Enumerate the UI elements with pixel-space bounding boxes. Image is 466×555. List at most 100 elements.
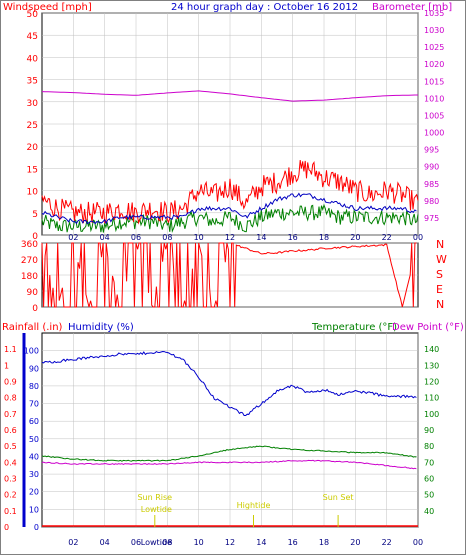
rainfall-tick-label: 0.3 [4,475,17,484]
windspeed-tick-label: 50 [27,10,39,20]
series-line-direction [41,242,417,308]
wind-x-tick-label: 16 [288,233,298,242]
temperature-tick-label: 50 [424,491,434,500]
series-line-low-wind [41,203,419,233]
wind-x-tick-label: 14 [256,233,266,242]
dewpoint-label: Dew Point (°F) [392,322,464,333]
windspeed-label: Windspeed [mph] [3,2,92,13]
temperature-tick-label: 60 [424,475,434,484]
rainfall-axis: 0 0.1 0.2 0.3 0.4 0.5 0.6 0.7 0.8 0.9 1 1.1 [4,333,26,532]
humidity-x-tick-label: 18 [319,538,329,547]
temperature-tick-label: 120 [424,378,439,387]
temperature-tick-label: 40 [424,507,434,516]
windspeed-tick-label: 20 [27,143,39,153]
barometer-tick-label: 1015 [424,77,444,86]
humidity-x-tick-label: 14 [256,538,266,547]
barometer-tick-label: 1010 [424,94,444,103]
humidity-tick-label: 40 [29,452,39,461]
windspeed-tick-label: 0 [32,232,38,242]
humidity-tick-label: 50 [29,435,39,444]
windspeed-axis: 0 5 10 15 20 25 30 35 40 45 50 [27,10,39,242]
barometer-tick-label: 980 [424,197,439,206]
wind-panel-series [41,90,419,233]
temperature-tick-label: 70 [424,458,434,467]
direction-axis: 0 90 180 270 360 [21,240,38,314]
series-line-barometer [41,90,418,102]
barometer-axis: 975 980 985 990 995 1000 1005 1010 1015 1020 1025 1… [424,9,444,223]
windspeed-tick-label: 30 [27,99,39,109]
humidity-panel-series [41,350,418,527]
series-line-temperature [41,445,417,462]
wind-x-tick-label: 06 [131,233,141,242]
direction-tick-label: 90 [27,288,39,298]
windspeed-tick-label: 40 [27,54,39,64]
windspeed-tick-label: 15 [27,165,38,175]
humidity-x-tick-label: 04 [100,538,110,547]
wind-x-tick-label: 04 [100,233,110,242]
barometer-label: Barometer [mb] [372,2,452,13]
humidity-tick-label: 100 [24,347,39,356]
windspeed-tick-label: 25 [27,121,38,131]
barometer-tick-label: 1035 [424,9,444,18]
humidity-tick-label: 30 [29,470,39,479]
rainfall-label: Rainfall (.in) [2,322,63,333]
temperature-tick-label: 90 [424,426,434,435]
wind-panel-grid [42,12,419,236]
humidity-panel-x-axis: 02 04 06 08 10 12 14 16 18 20 22 00 [68,538,423,547]
windspeed-tick-label: 45 [27,32,38,42]
wind-x-tick-label: 12 [225,233,235,242]
barometer-tick-label: 975 [424,214,439,223]
direction-tick-label: 360 [21,240,38,250]
humidity-x-tick-label: 12 [225,538,235,547]
humidity-x-tick-label: 16 [288,538,298,547]
sun-tide-annotations: Sun Rise Lowtide Hightide Sun Set Lowtide [137,493,353,547]
wind-x-tick-label: 00 [413,233,423,242]
direction-tick-label: 270 [21,256,38,266]
rainfall-tick-label: 0.2 [4,491,17,500]
sunrise-annotation: Sun Rise [137,493,172,502]
humidity-x-tick-label: 02 [68,538,78,547]
temperature-label: Temperature (°F) [311,322,397,333]
wind-x-tick-label: 10 [194,233,204,242]
windspeed-tick-label: 35 [27,77,38,87]
barometer-tick-label: 1005 [424,111,444,120]
humidity-x-tick-label: 00 [413,538,423,547]
compass-label: E [436,283,443,296]
hightide-annotation: Hightide [237,501,271,510]
temperature-tick-label: 110 [424,394,439,403]
humidity-axis: 0 10 20 30 40 50 60 70 80 90 100 [24,347,39,532]
humidity-x-tick-label: 08 [162,538,172,547]
humidity-tick-label: 60 [29,417,39,426]
compass-label: N [436,238,444,251]
compass-label: W [436,253,447,266]
barometer-tick-label: 990 [424,163,439,172]
temperature-tick-label: 80 [424,442,434,451]
wind-panel-x-axis: 02 04 06 08 10 12 14 16 18 20 22 00 [68,233,423,242]
rainfall-tick-label: 0.7 [4,410,17,419]
compass-label: N [436,298,444,311]
direction-series [41,242,417,308]
direction-tick-label: 0 [32,304,38,314]
humidity-x-tick-label: 06 [131,538,141,547]
series-line-humidity [41,350,417,416]
temperature-tick-label: 140 [424,345,439,354]
humidity-panel-grid [42,333,419,528]
temperature-axis: 40 50 60 70 80 90 100 110 120 130 140 [424,345,439,516]
humidity-x-tick-label: 22 [382,538,392,547]
rainfall-tick-label: 1.1 [4,345,17,354]
barometer-tick-label: 1000 [424,129,444,138]
temperature-tick-label: 130 [424,361,439,370]
lowtide-annotation: Lowtide [141,505,172,514]
wind-x-tick-label: 22 [382,233,392,242]
series-line-windspeed [41,160,419,225]
humidity-tick-label: 90 [29,364,39,373]
direction-tick-label: 180 [21,272,38,282]
lowtide-bottom-label: Lowtide [141,538,172,547]
humidity-tick-label: 20 [29,488,39,497]
barometer-tick-label: 1030 [424,26,444,35]
sunset-annotation: Sun Set [323,493,354,502]
humidity-tick-label: 80 [29,382,39,391]
barometer-tick-label: 995 [424,146,439,155]
